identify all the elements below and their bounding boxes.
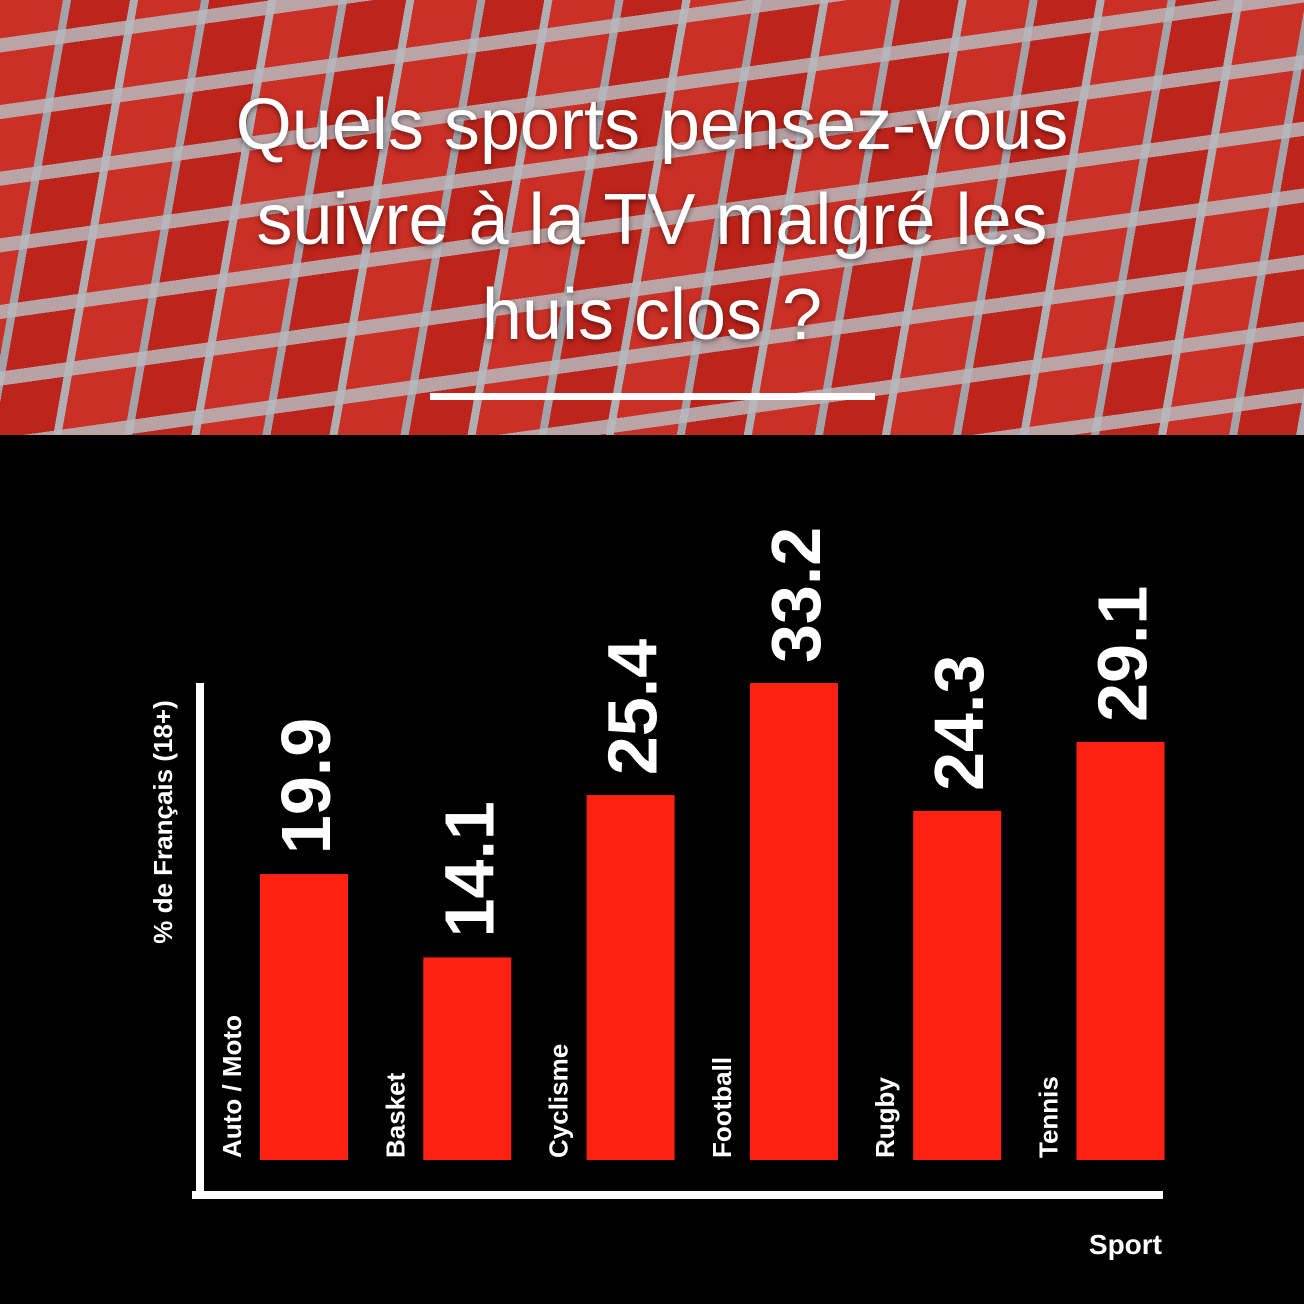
x-tick-label: Cyclisme xyxy=(544,1044,574,1158)
bar xyxy=(913,810,1002,1160)
value-label: 25.4 xyxy=(594,639,672,775)
x-tick-label: Tennis xyxy=(1034,1076,1064,1158)
value-label: 33.2 xyxy=(757,527,835,663)
bar xyxy=(423,957,512,1160)
value-label: 29.1 xyxy=(1084,586,1162,722)
x-axis-label: Sport xyxy=(1089,1229,1162,1260)
value-label: 14.1 xyxy=(430,801,508,937)
x-tick-label: Rugby xyxy=(870,1077,900,1158)
value-label: 24.3 xyxy=(920,655,998,791)
stadium-background xyxy=(0,0,1304,435)
bar xyxy=(260,874,348,1160)
title-underline xyxy=(430,393,875,400)
chart-title: Quels sports pensez-vous suivre à la TV … xyxy=(235,85,1069,355)
x-tick-label: Football xyxy=(707,1057,737,1158)
y-axis-label: % de Français (18+) xyxy=(148,700,178,944)
x-tick-label: Auto / Moto xyxy=(217,1015,247,1158)
x-tick-label: Basket xyxy=(380,1072,410,1158)
bar xyxy=(1076,741,1165,1160)
value-label: 19.9 xyxy=(267,718,345,854)
bar xyxy=(749,683,838,1160)
bar xyxy=(586,795,675,1160)
